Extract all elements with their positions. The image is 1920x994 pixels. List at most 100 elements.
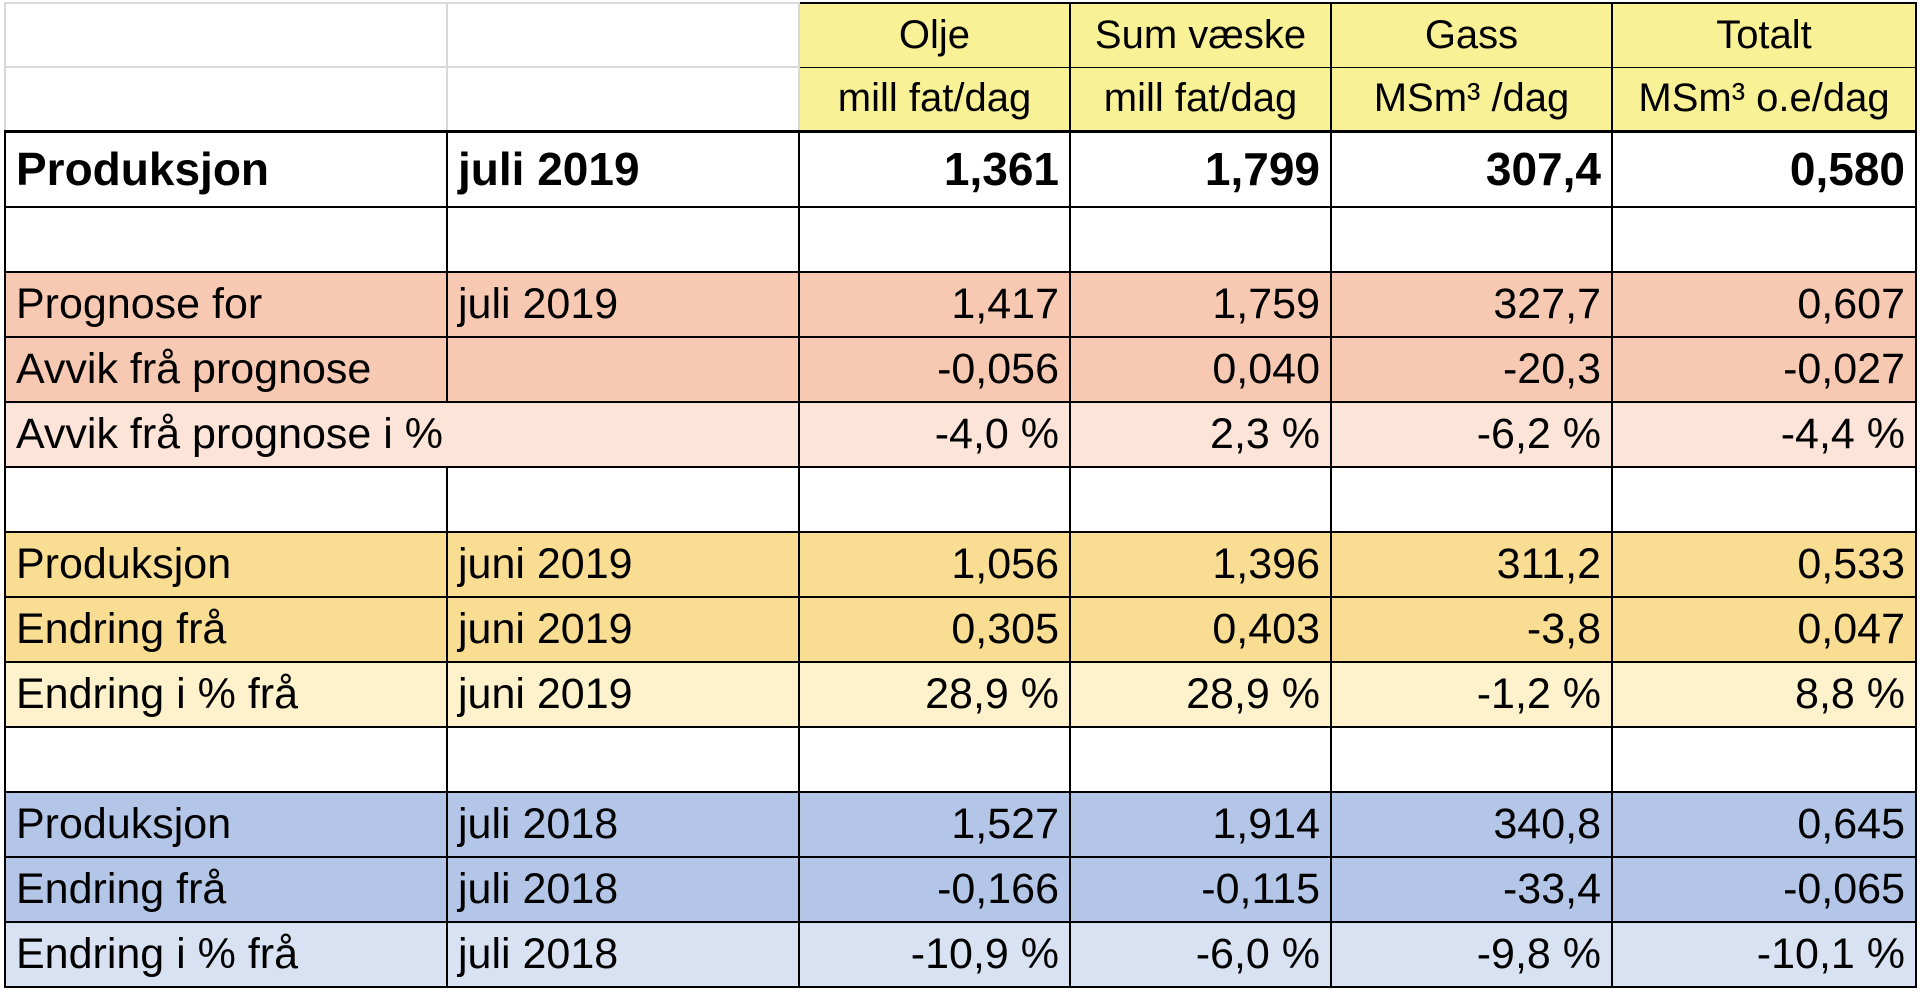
row-label[interactable]: Prognose for bbox=[4, 272, 448, 338]
cell-totalt[interactable]: 0,580 bbox=[1611, 131, 1917, 208]
cell-gass[interactable]: -9,8 % bbox=[1330, 922, 1613, 988]
cell-sum-vaeske[interactable]: 2,3 % bbox=[1069, 402, 1332, 468]
cell-olje[interactable]: -0,166 bbox=[798, 857, 1071, 923]
row-period[interactable]: juli 2019 bbox=[446, 131, 800, 208]
empty-cell[interactable] bbox=[4, 727, 448, 793]
column-unit-olje[interactable]: mill fat/dag bbox=[798, 67, 1071, 133]
column-unit-sum-vaeske[interactable]: mill fat/dag bbox=[1069, 67, 1332, 133]
cell-sum-vaeske[interactable]: 28,9 % bbox=[1069, 662, 1332, 728]
cell-sum-vaeske[interactable]: 1,396 bbox=[1069, 532, 1332, 598]
empty-cell[interactable] bbox=[446, 467, 800, 533]
empty-cell[interactable] bbox=[4, 207, 448, 273]
empty-cell[interactable] bbox=[1611, 207, 1917, 273]
cell-gass[interactable]: -6,2 % bbox=[1330, 402, 1613, 468]
row-period[interactable]: juni 2019 bbox=[446, 597, 800, 663]
row-period[interactable]: juli 2019 bbox=[446, 272, 800, 338]
table-row-prognose: Prognose for juli 2019 1,417 1,759 327,7… bbox=[4, 272, 1917, 338]
header-row-names: Olje Sum væske Gass Totalt bbox=[4, 2, 1917, 68]
column-unit-gass[interactable]: MSm³ /dag bbox=[1330, 67, 1613, 133]
cell-olje[interactable]: 28,9 % bbox=[798, 662, 1071, 728]
table-row-avvik: Avvik frå prognose -0,056 0,040 -20,3 -0… bbox=[4, 337, 1917, 403]
empty-cell[interactable] bbox=[798, 467, 1071, 533]
empty-cell[interactable] bbox=[1069, 727, 1332, 793]
cell-totalt[interactable]: -0,027 bbox=[1611, 337, 1917, 403]
cell-gass[interactable]: 340,8 bbox=[1330, 792, 1613, 858]
empty-cell[interactable] bbox=[1330, 467, 1613, 533]
table-row-endring-pct-juni-2019: Endring i % frå juni 2019 28,9 % 28,9 % … bbox=[4, 662, 1917, 728]
cell-totalt[interactable]: -0,065 bbox=[1611, 857, 1917, 923]
column-header-totalt[interactable]: Totalt bbox=[1611, 2, 1917, 68]
header-blank-cell[interactable] bbox=[446, 2, 800, 68]
spacer-row bbox=[4, 467, 1917, 533]
column-header-gass[interactable]: Gass bbox=[1330, 2, 1613, 68]
row-period[interactable]: juni 2019 bbox=[446, 532, 800, 598]
row-label[interactable]: Produksjon bbox=[4, 131, 448, 208]
cell-olje[interactable]: 0,305 bbox=[798, 597, 1071, 663]
empty-cell[interactable] bbox=[446, 207, 800, 273]
cell-olje[interactable]: 1,361 bbox=[798, 131, 1071, 208]
cell-olje[interactable]: -0,056 bbox=[798, 337, 1071, 403]
empty-cell[interactable] bbox=[1611, 727, 1917, 793]
row-label[interactable]: Endring i % frå bbox=[4, 922, 448, 988]
cell-totalt[interactable]: 0,533 bbox=[1611, 532, 1917, 598]
row-period[interactable]: juli 2018 bbox=[446, 792, 800, 858]
cell-olje[interactable]: -4,0 % bbox=[798, 402, 1071, 468]
header-row-units: mill fat/dag mill fat/dag MSm³ /dag MSm³… bbox=[4, 66, 1917, 133]
empty-cell[interactable] bbox=[1330, 207, 1613, 273]
cell-sum-vaeske[interactable]: 0,403 bbox=[1069, 597, 1332, 663]
cell-gass[interactable]: -20,3 bbox=[1330, 337, 1613, 403]
cell-sum-vaeske[interactable]: 1,759 bbox=[1069, 272, 1332, 338]
empty-cell[interactable] bbox=[1611, 467, 1917, 533]
spacer-row bbox=[4, 207, 1917, 273]
row-period[interactable]: juli 2018 bbox=[446, 922, 800, 988]
cell-olje[interactable]: 1,417 bbox=[798, 272, 1071, 338]
cell-sum-vaeske[interactable]: -6,0 % bbox=[1069, 922, 1332, 988]
cell-totalt[interactable]: -4,4 % bbox=[1611, 402, 1917, 468]
cell-totalt[interactable]: 8,8 % bbox=[1611, 662, 1917, 728]
row-label[interactable]: Endring i % frå bbox=[4, 662, 448, 728]
row-period[interactable]: juli 2018 bbox=[446, 857, 800, 923]
table-row-produksjon-juli-2018: Produksjon juli 2018 1,527 1,914 340,8 0… bbox=[4, 792, 1917, 858]
cell-gass[interactable]: -33,4 bbox=[1330, 857, 1613, 923]
empty-cell[interactable] bbox=[1069, 207, 1332, 273]
header-blank-cell[interactable] bbox=[4, 66, 448, 133]
cell-sum-vaeske[interactable]: 1,799 bbox=[1069, 131, 1332, 208]
empty-cell[interactable] bbox=[1330, 727, 1613, 793]
cell-gass[interactable]: -3,8 bbox=[1330, 597, 1613, 663]
cell-sum-vaeske[interactable]: 0,040 bbox=[1069, 337, 1332, 403]
cell-gass[interactable]: 307,4 bbox=[1330, 131, 1613, 208]
row-label[interactable]: Avvik frå prognose bbox=[4, 337, 448, 403]
column-unit-totalt[interactable]: MSm³ o.e/dag bbox=[1611, 67, 1917, 133]
cell-sum-vaeske[interactable]: 1,914 bbox=[1069, 792, 1332, 858]
cell-olje[interactable]: 1,527 bbox=[798, 792, 1071, 858]
cell-gass[interactable]: 327,7 bbox=[1330, 272, 1613, 338]
row-label[interactable]: Produksjon bbox=[4, 532, 448, 598]
cell-totalt[interactable]: 0,645 bbox=[1611, 792, 1917, 858]
row-label[interactable]: Avvik frå prognose i % bbox=[4, 402, 800, 468]
cell-totalt[interactable]: -10,1 % bbox=[1611, 922, 1917, 988]
cell-totalt[interactable]: 0,047 bbox=[1611, 597, 1917, 663]
empty-cell[interactable] bbox=[446, 727, 800, 793]
cell-olje[interactable]: 1,056 bbox=[798, 532, 1071, 598]
row-label[interactable]: Endring frå bbox=[4, 597, 448, 663]
row-label[interactable]: Produksjon bbox=[4, 792, 448, 858]
cell-gass[interactable]: -1,2 % bbox=[1330, 662, 1613, 728]
row-period[interactable]: juni 2019 bbox=[446, 662, 800, 728]
column-header-olje[interactable]: Olje bbox=[798, 2, 1071, 68]
table-row-endring-juli-2018: Endring frå juli 2018 -0,166 -0,115 -33,… bbox=[4, 857, 1917, 923]
cell-olje[interactable]: -10,9 % bbox=[798, 922, 1071, 988]
cell-gass[interactable]: 311,2 bbox=[1330, 532, 1613, 598]
row-label[interactable]: Endring frå bbox=[4, 857, 448, 923]
empty-cell[interactable] bbox=[1069, 467, 1332, 533]
header-blank-cell[interactable] bbox=[446, 66, 800, 133]
empty-cell[interactable] bbox=[798, 727, 1071, 793]
production-table: Olje Sum væske Gass Totalt mill fat/dag … bbox=[4, 2, 1917, 988]
column-header-sum-vaeske[interactable]: Sum væske bbox=[1069, 2, 1332, 68]
header-blank-cell[interactable] bbox=[4, 2, 448, 68]
empty-cell[interactable] bbox=[4, 467, 448, 533]
row-period[interactable] bbox=[446, 337, 800, 403]
empty-cell[interactable] bbox=[798, 207, 1071, 273]
cell-sum-vaeske[interactable]: -0,115 bbox=[1069, 857, 1332, 923]
cell-totalt[interactable]: 0,607 bbox=[1611, 272, 1917, 338]
table-row-avvik-pct: Avvik frå prognose i % -4,0 % 2,3 % -6,2… bbox=[4, 402, 1917, 468]
